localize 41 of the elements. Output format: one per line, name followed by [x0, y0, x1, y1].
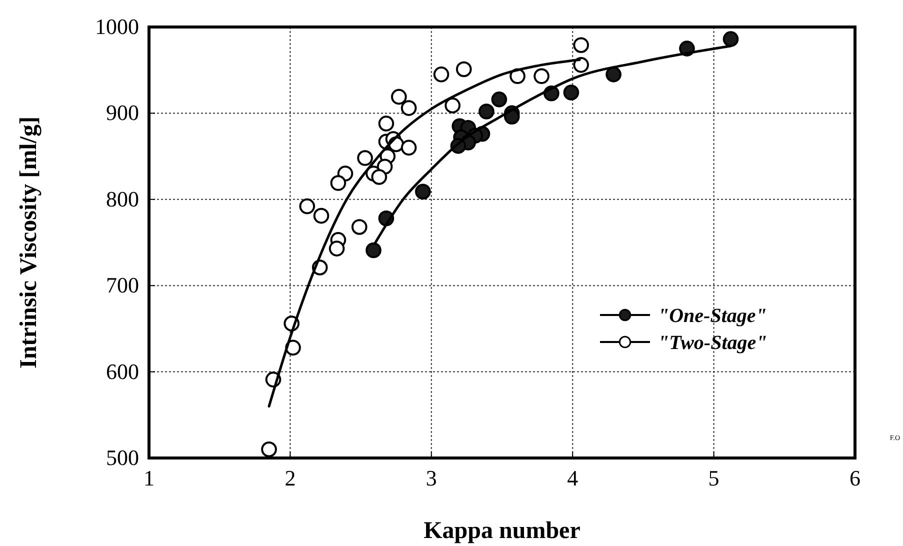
y-tick-label: 700 — [106, 272, 139, 298]
x-tick-label: 4 — [567, 466, 578, 491]
point — [378, 116, 394, 132]
x-tick-label: 6 — [850, 466, 860, 491]
point — [261, 441, 277, 458]
point — [313, 208, 330, 224]
x-tick-label: 3 — [426, 466, 437, 491]
point — [573, 37, 589, 53]
point — [478, 104, 494, 120]
point — [391, 88, 407, 105]
x-tick-label: 5 — [708, 466, 720, 491]
point — [400, 140, 417, 156]
y-tick-label: 1000 — [95, 14, 139, 40]
legend-label: "Two-Stage" — [658, 332, 768, 354]
point — [371, 169, 388, 185]
point — [563, 84, 580, 100]
point — [573, 57, 589, 73]
point — [299, 198, 316, 214]
y-axis-title: Intrinsic Viscosity [ml/g] — [16, 116, 42, 368]
point — [722, 31, 739, 47]
legend-label: "One-Stage" — [658, 305, 767, 327]
point — [491, 92, 508, 108]
y-tick-label: 500 — [106, 445, 139, 470]
point — [444, 98, 460, 114]
y-tick-label: 900 — [106, 100, 139, 126]
point — [606, 66, 622, 82]
point — [456, 61, 472, 78]
point — [357, 150, 373, 166]
x-axis-title: Kappa number — [424, 518, 581, 544]
point — [415, 184, 431, 200]
point — [366, 242, 382, 258]
point — [351, 219, 368, 235]
point — [433, 66, 450, 82]
y-tick-label: 800 — [106, 186, 139, 212]
point — [534, 68, 550, 84]
point — [330, 175, 346, 191]
x-tick-label: 1 — [144, 466, 154, 491]
point — [400, 100, 417, 116]
x-tick-label: 2 — [284, 466, 296, 491]
y-tick-label: 600 — [106, 358, 139, 384]
point — [328, 240, 345, 256]
